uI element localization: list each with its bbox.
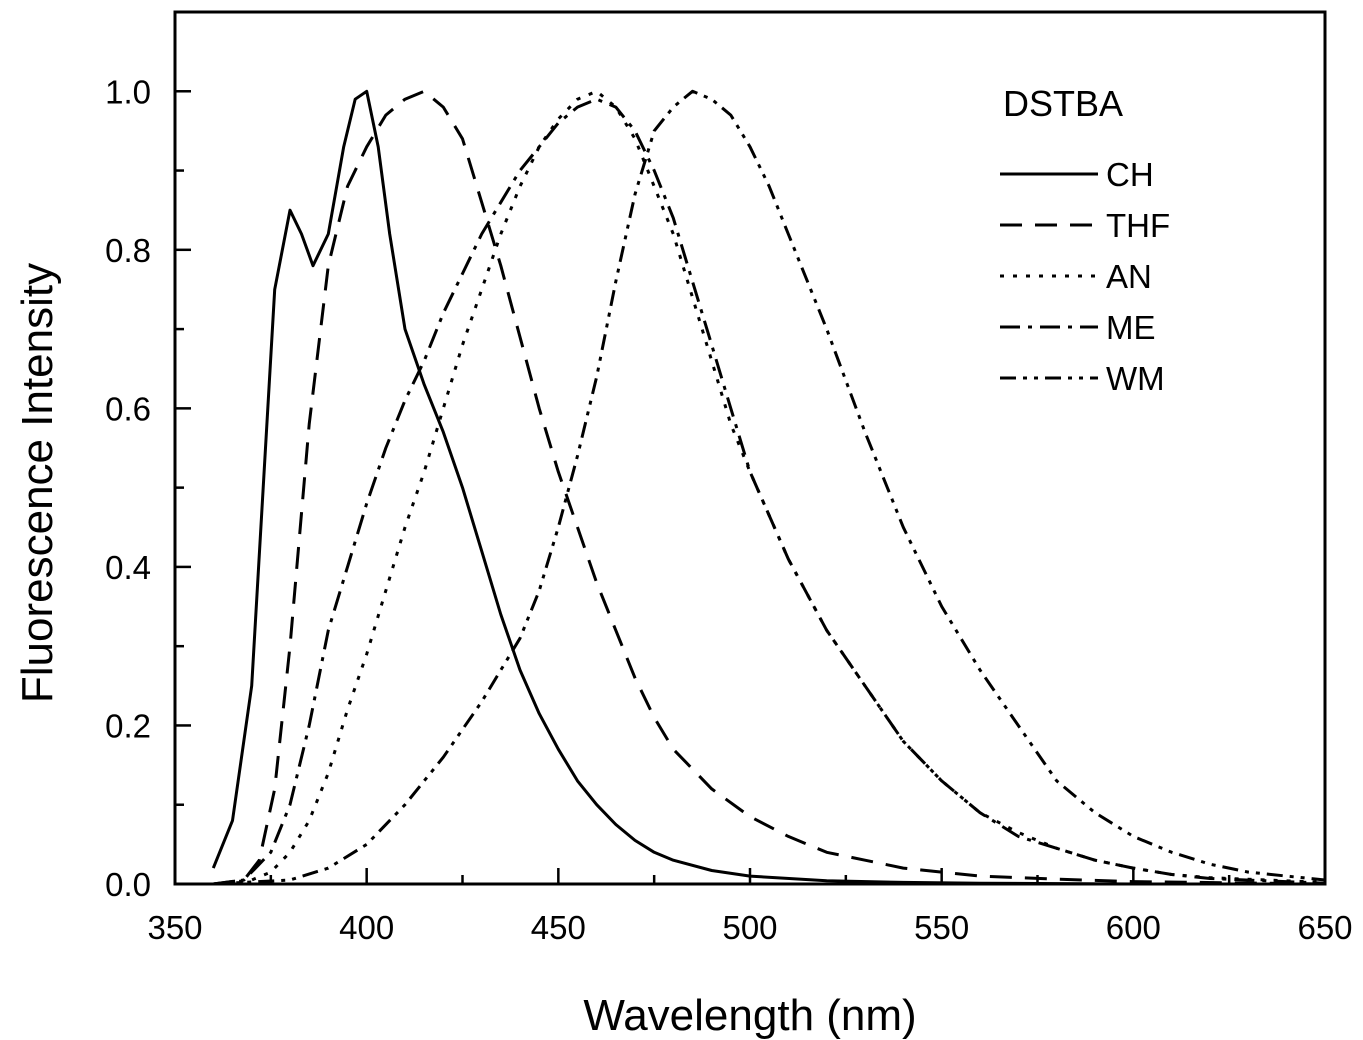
x-tick-label: 650 — [1297, 909, 1352, 946]
legend: DSTBA CH THF AN ME WM — [1000, 83, 1170, 397]
plot-frame — [173, 10, 1327, 886]
series-line-me — [213, 97, 1326, 886]
x-tick-label: 400 — [339, 909, 394, 946]
legend-label-ch: CH — [1106, 156, 1154, 193]
y-axis-title: Fluorescence Intensity — [13, 263, 62, 703]
legend-label-thf: THF — [1106, 207, 1170, 244]
axis-ticks — [173, 10, 1327, 886]
legend-label-wm: WM — [1106, 360, 1165, 397]
y-tick-label: 0.0 — [105, 866, 151, 903]
legend-title: DSTBA — [1003, 83, 1123, 124]
y-tick-label: 0.6 — [105, 390, 151, 427]
x-tick-label: 600 — [1106, 909, 1161, 946]
x-tick-label: 500 — [722, 909, 777, 946]
x-tick-label: 450 — [531, 909, 586, 946]
y-tick-label: 1.0 — [105, 73, 151, 110]
x-axis-title: Wavelength (nm) — [583, 991, 916, 1040]
series-line-ch — [211, 89, 1325, 886]
y-tick-label: 0.4 — [105, 549, 151, 586]
tick-labels: 350 400 450 500 550 600 650 0.0 0.2 0.4 0.6 0.8 1.0 — [105, 73, 1352, 946]
legend-label-me: ME — [1106, 309, 1156, 346]
y-tick-label: 0.2 — [105, 707, 151, 744]
x-tick-label: 550 — [914, 909, 969, 946]
x-tick-label: 350 — [147, 909, 202, 946]
legend-label-an: AN — [1106, 258, 1152, 295]
series-line-wm — [213, 89, 1326, 886]
y-tick-label: 0.8 — [105, 232, 151, 269]
series-layer — [211, 89, 1326, 886]
series-line-thf — [213, 89, 1326, 886]
